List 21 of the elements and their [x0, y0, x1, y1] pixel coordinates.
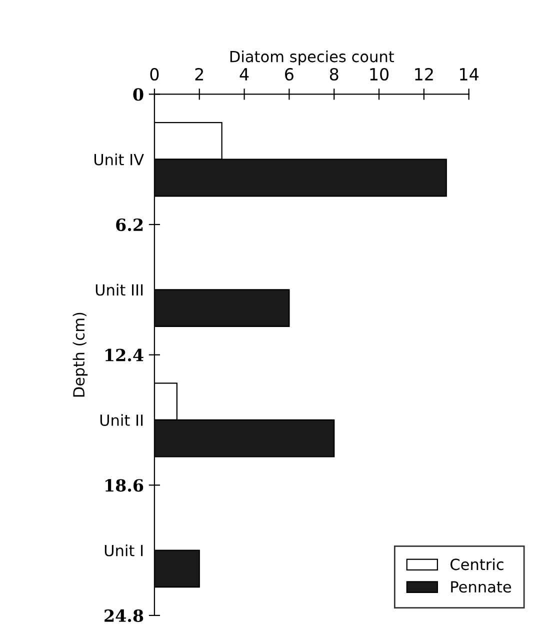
y-tick-label: 6.2: [116, 218, 143, 232]
y-tick-label: 24.8: [104, 609, 144, 622]
y-tick-label: 0: [133, 88, 144, 101]
y-tick-label: Unit I: [104, 544, 143, 556]
x-tick-label: 12: [415, 68, 433, 80]
x-tick-label: 6: [285, 68, 294, 81]
y-tick-label: 12.4: [105, 348, 144, 362]
y-tick-label: Unit II: [100, 414, 143, 426]
x-tick-label: 14: [460, 68, 478, 80]
y-tick-label: Unit IV: [94, 154, 144, 166]
legend-label: Centric: [450, 558, 504, 570]
x-tick-label: 2: [195, 68, 204, 80]
y-axis-title: Depth (cm): [72, 312, 88, 397]
x-tick-label: 8: [330, 68, 338, 81]
legend-label: Pennate: [451, 581, 512, 593]
x-tick-label: 0: [150, 68, 159, 81]
y-tick-label: Unit III: [96, 284, 143, 296]
x-axis-title: Diatom species count: [230, 50, 394, 66]
x-tick-label: 4: [240, 68, 249, 80]
x-tick-label: 10: [370, 68, 389, 81]
y-tick-label: 18.6: [105, 479, 144, 492]
